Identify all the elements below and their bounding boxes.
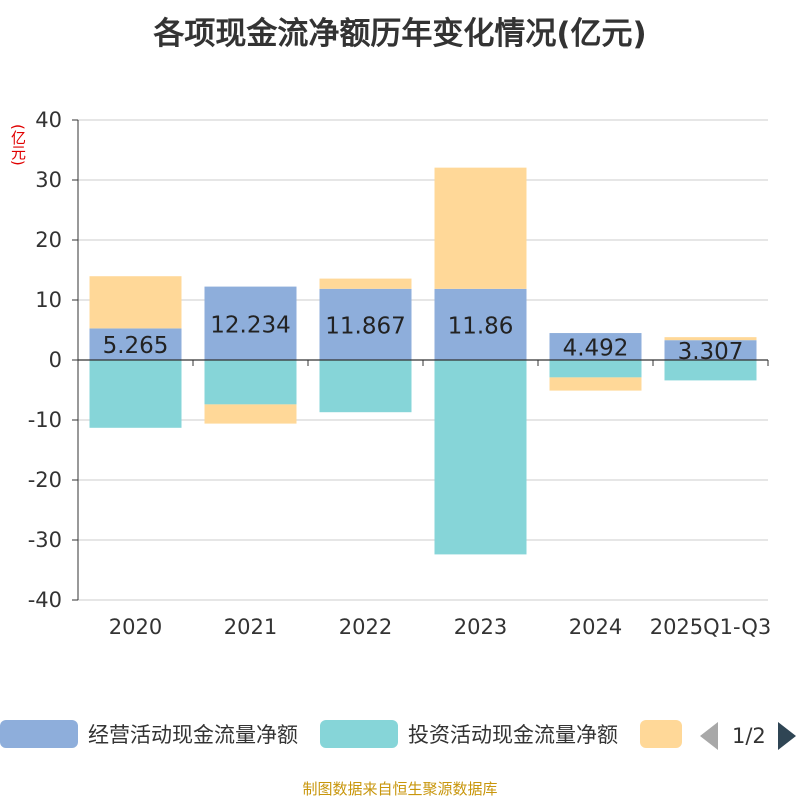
legend: 经营活动现金流量净额 投资活动现金流量净额 1/2	[0, 716, 800, 752]
bar-investing-2022	[319, 360, 412, 413]
chart-title: 各项现金流净额历年变化情况(亿元)	[153, 16, 647, 52]
data-label: 11.867	[325, 313, 405, 339]
y-tick-label: -10	[28, 408, 62, 432]
legend-swatch-operating	[0, 720, 78, 748]
bar-operating-2023	[434, 288, 527, 360]
y-tick-label: 10	[35, 288, 62, 312]
bar-financing-2020	[89, 276, 182, 329]
bar-operating-2021	[204, 286, 297, 360]
bar-investing-2021	[204, 360, 297, 405]
legend-label-operating: 经营活动现金流量净额	[88, 723, 298, 747]
x-tick-label: 2023	[454, 615, 507, 639]
x-tick-label: 2020	[109, 615, 162, 639]
bar-financing-2021	[204, 404, 297, 424]
bar-financing-2024	[549, 377, 642, 391]
bar-financing-2023	[434, 167, 527, 289]
bar-operating-2024	[549, 333, 642, 360]
legend-item-investing[interactable]: 投资活动现金流量净额	[320, 718, 618, 750]
x-tick-label: 2022	[339, 615, 392, 639]
data-label: 4.492	[563, 336, 629, 362]
y-tick-label: 30	[35, 168, 62, 192]
legend-next-page-icon[interactable]	[777, 722, 796, 750]
bar-investing-2020	[89, 360, 182, 428]
bar-operating-2020	[89, 328, 182, 360]
x-tick-label: 2024	[569, 615, 622, 639]
legend-page-indicator: 1/2	[732, 724, 766, 748]
bar-operating-2025Q1-Q3	[664, 340, 757, 360]
y-tick-label: 0	[49, 348, 62, 372]
data-label: 3.307	[678, 339, 744, 365]
legend-item-financing[interactable]	[640, 718, 692, 750]
data-label: 11.86	[448, 313, 514, 339]
x-tick-label: 2025Q1-Q3	[650, 615, 772, 639]
bar-investing-2025Q1-Q3	[664, 360, 757, 381]
bar-financing-2022	[319, 278, 412, 289]
legend-item-operating[interactable]: 经营活动现金流量净额	[0, 718, 298, 750]
legend-label-investing: 投资活动现金流量净额	[408, 723, 618, 747]
legend-prev-page-icon[interactable]	[700, 722, 718, 750]
data-label: 5.265	[103, 333, 169, 359]
y-tick-label: 20	[35, 228, 62, 252]
data-source-note: 制图数据来自恒生聚源数据库	[302, 780, 498, 798]
y-tick-label: 40	[35, 108, 62, 132]
bar-investing-2024	[549, 360, 642, 378]
legend-pager: 1/2	[700, 720, 796, 752]
y-tick-label: -40	[28, 588, 62, 612]
data-labels: 5.265 12.234 11.867 11.86 4.492 3.307	[103, 312, 744, 365]
y-tick-label: -20	[28, 468, 62, 492]
data-label: 12.234	[210, 312, 290, 338]
legend-swatch-financing	[640, 720, 682, 748]
bar-operating-2022	[319, 288, 412, 360]
y-axis-unit-label: (亿元)	[9, 124, 27, 166]
bar-investing-2023	[434, 360, 527, 555]
x-tick-label: 2021	[224, 615, 277, 639]
stacked-bar-chart: 40 30 20 10 0 -10 -20 -30 -40 2020 2021 2022 2023 202…	[28, 108, 772, 639]
bar-marks	[89, 167, 757, 555]
bar-financing-2025Q1-Q3	[664, 337, 757, 341]
y-tick-label: -30	[28, 528, 62, 552]
axes: 40 30 20 10 0 -10 -20 -30 -40 2020 2021 2022 2023 202…	[28, 108, 772, 639]
legend-swatch-investing	[320, 720, 398, 748]
grid-lines	[78, 119, 768, 601]
